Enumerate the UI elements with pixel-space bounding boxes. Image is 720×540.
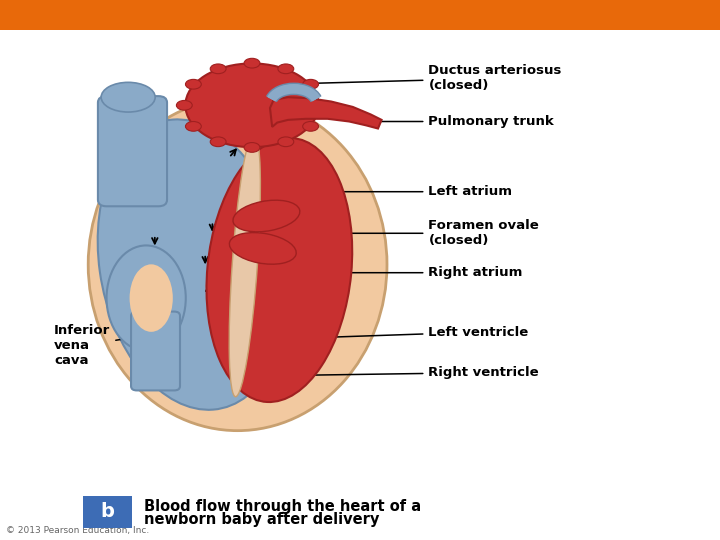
Ellipse shape [278,137,294,147]
Ellipse shape [210,137,226,147]
Ellipse shape [130,264,173,332]
Ellipse shape [230,233,296,264]
Ellipse shape [233,200,300,232]
Text: newborn baby after delivery: newborn baby after delivery [144,512,379,527]
Ellipse shape [89,98,387,431]
Polygon shape [270,97,382,129]
Text: Left ventricle: Left ventricle [323,326,528,339]
Ellipse shape [210,64,226,73]
FancyBboxPatch shape [83,496,132,528]
Ellipse shape [302,79,318,89]
Ellipse shape [107,245,186,351]
Ellipse shape [302,122,318,131]
Text: Left atrium: Left atrium [330,185,513,198]
Text: Blood flow through the heart of a: Blood flow through the heart of a [144,499,421,514]
Ellipse shape [207,138,352,402]
Ellipse shape [186,122,202,131]
FancyBboxPatch shape [131,312,180,390]
Ellipse shape [186,79,202,89]
Ellipse shape [98,119,288,410]
Ellipse shape [278,64,294,73]
Text: Pulmonary trunk: Pulmonary trunk [366,115,554,128]
Ellipse shape [244,58,260,68]
Ellipse shape [244,143,260,152]
Text: Figure 13-25b  Fetal Circulation.: Figure 13-25b Fetal Circulation. [9,9,197,22]
Text: Right atrium: Right atrium [280,266,523,279]
Ellipse shape [229,132,261,397]
Ellipse shape [176,100,192,110]
Text: b: b [100,502,114,522]
Ellipse shape [185,63,318,147]
Text: Right ventricle: Right ventricle [302,366,539,379]
Text: Foramen ovale
(closed): Foramen ovale (closed) [294,219,539,247]
Text: © 2013 Pearson Education, Inc.: © 2013 Pearson Education, Inc. [6,525,149,535]
Text: Ductus arteriosus
(closed): Ductus arteriosus (closed) [302,64,562,92]
Text: Inferior
vena
cava: Inferior vena cava [54,324,154,367]
Bar [0,0,720,30]
Ellipse shape [312,100,328,110]
Ellipse shape [101,82,156,112]
FancyBboxPatch shape [98,96,167,206]
